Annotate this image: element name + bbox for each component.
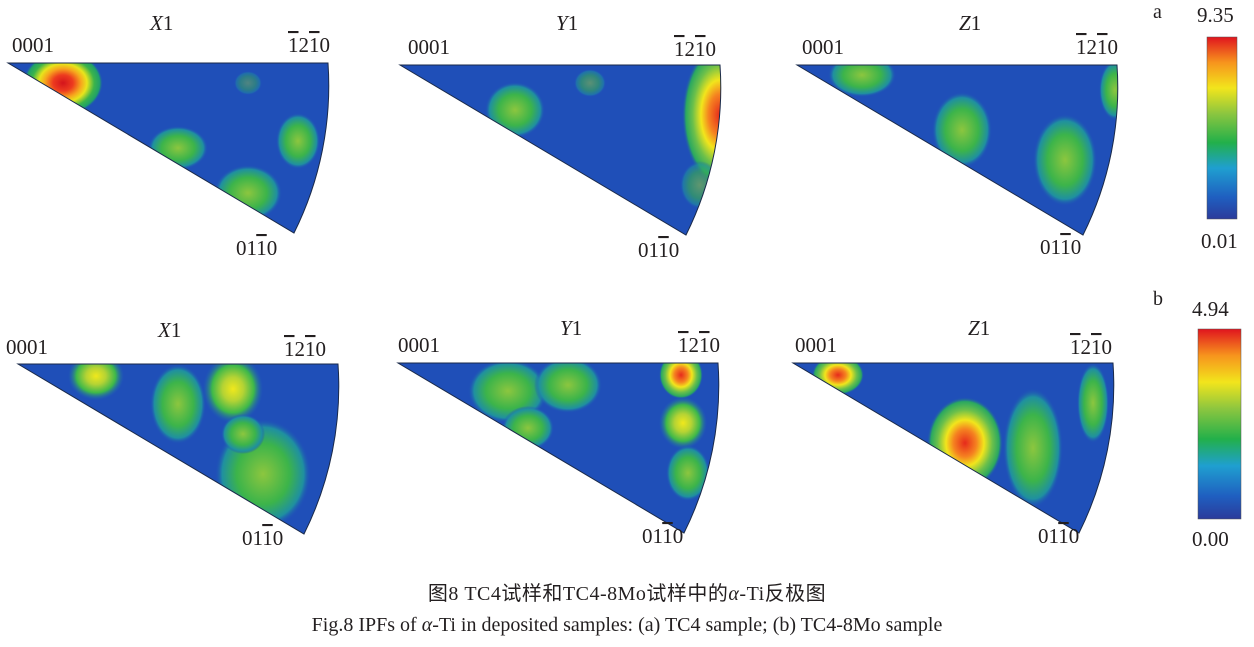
svg-text:0110: 0110 [1038, 524, 1079, 548]
labels-a-z: Z1 0001 1210 0110 [802, 11, 1118, 259]
svg-text:Y1: Y1 [556, 11, 578, 35]
labels-b-x: X1 0001 1210 0110 [6, 318, 326, 550]
svg-text:Y1: Y1 [560, 316, 582, 340]
svg-text:X1: X1 [149, 11, 173, 35]
svg-text:1210: 1210 [1076, 35, 1118, 59]
labels-a-x: X1 0001 1210 0110 [12, 11, 330, 260]
axis-letter: X [149, 11, 164, 35]
svg-text:0110: 0110 [1040, 235, 1081, 259]
colorbar-a-min: 0.01 [1201, 229, 1238, 253]
svg-text:0110: 0110 [242, 526, 283, 550]
svg-text:0001: 0001 [6, 335, 48, 359]
caption-chinese: 图8 TC4试样和TC4-8Mo试样中的α-Ti反极图 [427, 583, 827, 605]
ipf-b-x [16, 363, 340, 535]
labels-a-y: Y1 0001 1210 0110 [408, 11, 716, 262]
ipf-a-x [6, 62, 330, 234]
ipf-a-z [795, 64, 1119, 236]
svg-text:Z1: Z1 [959, 11, 981, 35]
ipf-b-z [791, 362, 1115, 534]
svg-text:1210: 1210 [284, 337, 326, 361]
svg-text:0110: 0110 [642, 524, 683, 548]
panel-label-b: b [1153, 288, 1163, 310]
colorbar-b-max: 4.94 [1192, 297, 1229, 321]
panel-label-a: a [1153, 1, 1162, 23]
colorbar-b: b 4.94 0.00 [1153, 288, 1242, 551]
corner-0001: 0001 [12, 33, 54, 57]
svg-text:0001: 0001 [398, 333, 440, 357]
svg-text:1210: 1210 [1070, 335, 1112, 359]
colorbar-a: a 9.35 0.01 [1153, 1, 1238, 253]
ipf-figure: X1 0001 1210 0110 Y1 0001 1210 0110 [6, 1, 1242, 551]
svg-text:0110: 0110 [638, 238, 679, 262]
colorbar-b-min: 0.00 [1192, 527, 1229, 551]
colorbar-a-max: 9.35 [1197, 3, 1234, 27]
svg-text:Z1: Z1 [968, 316, 990, 340]
corner-0110: 0110 [236, 236, 277, 260]
svg-text:0001: 0001 [795, 333, 837, 357]
svg-text:1210: 1210 [674, 37, 716, 61]
svg-text:1210: 1210 [678, 333, 720, 357]
labels-b-z: Z1 0001 1210 0110 [795, 316, 1112, 548]
caption-english: Fig.8 IPFs of α-Ti in deposited samples:… [311, 614, 943, 636]
corner-1210: 1210 [288, 33, 330, 57]
svg-text:X1: X1 [157, 318, 181, 342]
svg-text:0001: 0001 [802, 35, 844, 59]
ipf-b-y [396, 362, 720, 534]
ipf-a-y [398, 64, 722, 236]
svg-text:0001: 0001 [408, 35, 450, 59]
labels-b-y: Y1 0001 1210 0110 [398, 316, 720, 548]
